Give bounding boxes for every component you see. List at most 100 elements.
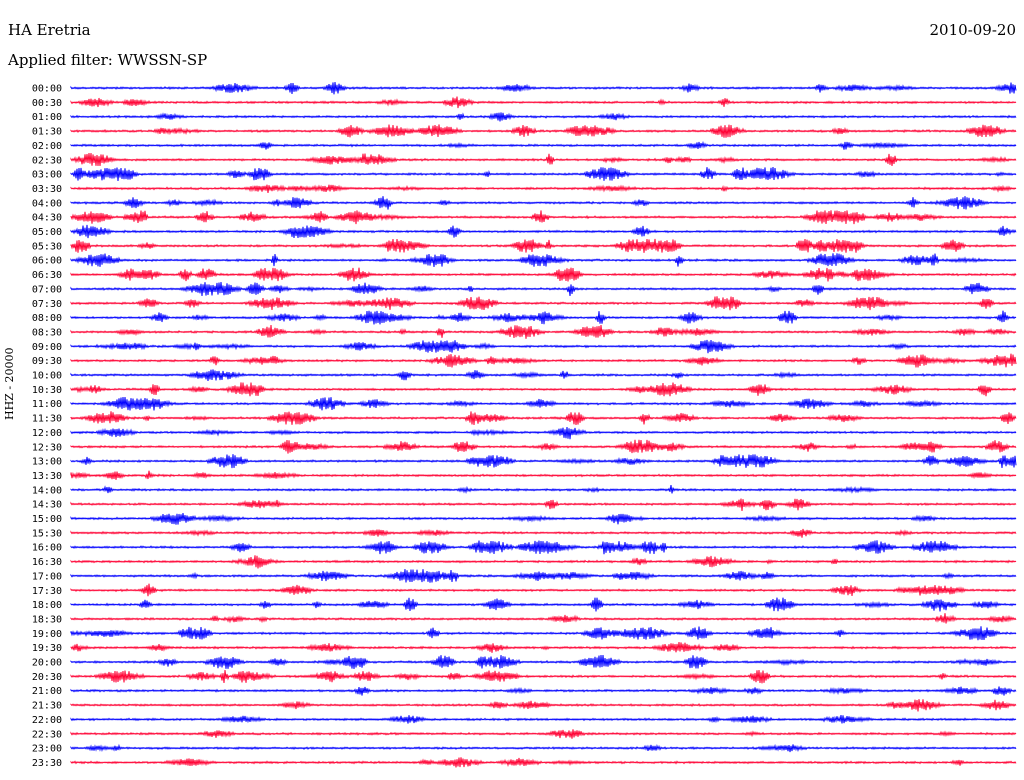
- row-time-label: 17:30: [32, 586, 62, 597]
- seismic-trace: [70, 485, 1017, 494]
- row-time-label: 13:30: [32, 471, 62, 482]
- seismic-trace: [70, 112, 1017, 122]
- row-time-label: 10:30: [32, 385, 62, 396]
- seismic-trace: [70, 224, 1017, 239]
- row-time-label: 12:00: [32, 428, 62, 439]
- row-time-label: 14:00: [32, 485, 62, 496]
- date-label: 2010-09-20: [929, 21, 1016, 39]
- row-time-label: 23:30: [32, 758, 62, 769]
- seismic-trace: [70, 715, 1017, 724]
- seismic-trace: [70, 470, 1017, 480]
- seismic-trace: [70, 310, 1017, 325]
- seismic-trace: [70, 555, 1017, 569]
- seismic-trace: [70, 597, 1017, 612]
- filter-label: Applied filter: WWSSN-SP: [8, 51, 208, 69]
- row-time-label: 21:30: [32, 701, 62, 712]
- seismic-trace: [70, 729, 1017, 739]
- seismic-trace: [70, 669, 1017, 684]
- row-time-label: 22:00: [32, 715, 62, 726]
- row-time-label: 12:30: [32, 442, 62, 453]
- row-time-label: 15:00: [32, 514, 62, 525]
- row-time-label: 14:30: [32, 500, 62, 511]
- row-time-label: 00:00: [32, 84, 62, 95]
- seismic-trace: [70, 743, 1017, 753]
- seismic-trace: [70, 382, 1017, 397]
- seismic-trace: [70, 686, 1017, 696]
- row-time-label: 18:00: [32, 600, 62, 611]
- row-time-label: 04:30: [32, 213, 62, 224]
- row-time-label: 03:00: [32, 170, 62, 181]
- seismic-trace: [70, 210, 1017, 225]
- seismic-trace: [70, 196, 1017, 210]
- row-time-label: 19:00: [32, 629, 62, 640]
- seismic-trace: [70, 124, 1017, 138]
- seismic-trace: [70, 569, 1017, 583]
- row-time-label: 15:30: [32, 528, 62, 539]
- seismic-trace: [70, 540, 1017, 555]
- row-time-label: 18:30: [32, 614, 62, 625]
- seismic-trace: [70, 353, 1017, 368]
- seismic-trace: [70, 454, 1017, 469]
- seismic-trace: [70, 96, 1017, 109]
- seismic-trace: [70, 583, 1017, 597]
- seismic-trace: [70, 699, 1017, 712]
- row-time-label: 07:30: [32, 299, 62, 310]
- seismic-trace: [70, 411, 1017, 426]
- row-time-label: 05:00: [32, 227, 62, 238]
- seismic-trace: [70, 528, 1017, 538]
- row-time-label: 08:00: [32, 313, 62, 324]
- seismic-trace: [70, 296, 1017, 311]
- row-time-label: 08:30: [32, 327, 62, 338]
- seismic-trace: [70, 513, 1017, 525]
- seismic-trace: [70, 253, 1017, 268]
- row-time-label: 17:00: [32, 571, 62, 582]
- row-time-label: 01:00: [32, 112, 62, 123]
- row-time-label: 06:00: [32, 256, 62, 267]
- row-time-label: 10:00: [32, 371, 62, 382]
- seismic-trace: [70, 427, 1017, 440]
- seismic-trace: [70, 613, 1017, 624]
- row-time-label: 23:00: [32, 744, 62, 755]
- row-time-label: 11:00: [32, 399, 62, 410]
- seismic-trace: [70, 339, 1017, 354]
- seismic-trace: [70, 152, 1017, 167]
- seismic-trace: [70, 81, 1017, 95]
- seismic-trace: [70, 184, 1017, 193]
- seismic-trace: [70, 655, 1017, 669]
- row-time-label: 04:00: [32, 198, 62, 209]
- station-title: HA Eretria: [8, 21, 91, 39]
- seismic-trace: [70, 396, 1017, 411]
- seismic-trace: [70, 238, 1017, 253]
- seismic-trace: [70, 140, 1017, 150]
- seismic-trace: [70, 757, 1017, 768]
- row-time-label: 09:30: [32, 356, 62, 367]
- row-time-label: 11:30: [32, 414, 62, 425]
- row-time-label: 16:00: [32, 543, 62, 554]
- row-time-label: 00:30: [32, 98, 62, 109]
- row-time-label: 01:30: [32, 127, 62, 138]
- row-time-label: 13:00: [32, 457, 62, 468]
- row-time-label: 05:30: [32, 241, 62, 252]
- row-time-label: 09:00: [32, 342, 62, 353]
- seismic-trace: [70, 641, 1017, 653]
- row-time-label: 03:30: [32, 184, 62, 195]
- row-time-label: 02:00: [32, 141, 62, 152]
- row-time-label: 19:30: [32, 643, 62, 654]
- row-time-label: 07:00: [32, 284, 62, 295]
- row-time-label: 22:30: [32, 729, 62, 740]
- seismic-trace: [70, 498, 1017, 511]
- row-time-label: 20:00: [32, 658, 62, 669]
- seismic-trace: [70, 369, 1017, 381]
- row-time-label: 02:30: [32, 155, 62, 166]
- seismic-trace: [70, 267, 1017, 282]
- row-time-label: 16:30: [32, 557, 62, 568]
- row-time-label: 06:30: [32, 270, 62, 281]
- seismic-trace: [70, 439, 1017, 454]
- seismic-trace: [70, 167, 1017, 182]
- row-time-label: 20:30: [32, 672, 62, 683]
- seismic-trace: [70, 282, 1017, 296]
- seismic-trace: [70, 626, 1017, 641]
- seismic-trace: [70, 324, 1017, 339]
